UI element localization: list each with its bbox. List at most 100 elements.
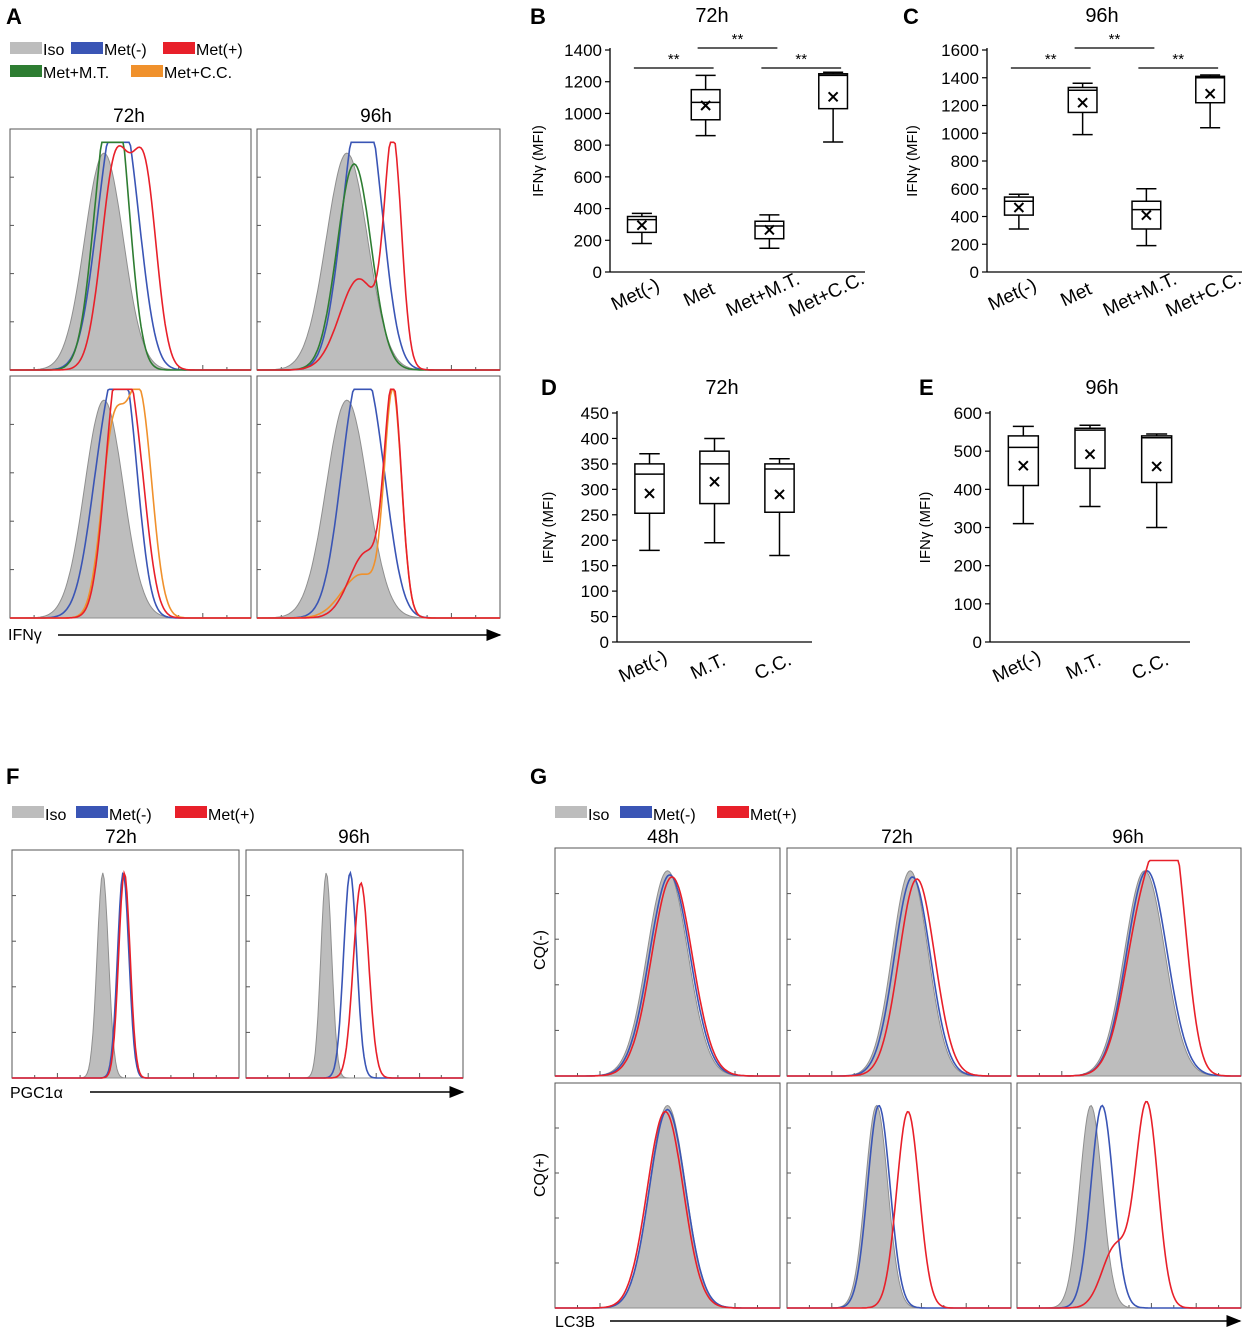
y-tick-label: 100 <box>954 595 982 614</box>
y-tick-label: 200 <box>581 531 609 550</box>
y-tick-label: 350 <box>581 455 609 474</box>
y-tick-label: 600 <box>951 180 979 199</box>
panel-f-col-title-72h: 72h <box>105 827 137 848</box>
legend-label-met-cc: Met+C.C. <box>164 65 232 82</box>
mean-marker <box>709 476 720 487</box>
histogram-met-line <box>1017 859 1241 1077</box>
panel-g-col-title-48h: 48h <box>647 827 679 848</box>
histogram-panel <box>11 849 240 1079</box>
histogram-met-line <box>787 1110 1011 1309</box>
box-met-m-t- <box>1131 188 1162 247</box>
mean-marker <box>1204 88 1216 99</box>
legend-swatch-iso <box>10 42 42 54</box>
y-tick-label: 300 <box>581 480 609 499</box>
chart-title: 72h <box>705 377 738 399</box>
box-met- <box>634 452 665 552</box>
histogram-met-line <box>10 388 251 619</box>
category-label: Met+C.C. <box>1163 268 1245 321</box>
box-met- <box>1003 193 1034 230</box>
legend-swatch-met-cc <box>131 65 163 77</box>
panel-a-col-title-96h: 96h <box>360 106 392 127</box>
box-met-m-t- <box>754 214 785 249</box>
histogram-panel <box>9 375 252 619</box>
panel-letter-b: B <box>530 4 546 29</box>
y-tick-label: 0 <box>970 263 979 282</box>
panel-f-col-title-96h: 96h <box>338 827 370 848</box>
box-iqr <box>818 73 849 110</box>
y-tick-label: 450 <box>581 404 609 423</box>
y-tick-label: 200 <box>574 231 602 250</box>
y-tick-label: 50 <box>590 608 609 627</box>
mean-marker <box>827 91 839 102</box>
panel-letter-f: F <box>6 764 19 789</box>
histogram-panel <box>786 847 1012 1077</box>
box-c-c- <box>1140 433 1173 529</box>
panel-g-row-label-cq-neg: CQ(-) <box>532 930 549 970</box>
legend-swatch-met-neg <box>620 806 652 818</box>
box-iqr <box>1140 435 1173 484</box>
histogram-frame <box>786 1082 1012 1309</box>
mean-marker <box>1018 460 1029 471</box>
significance-label: ** <box>668 51 680 68</box>
y-tick-label: 1200 <box>941 97 979 116</box>
box-iqr <box>699 450 730 505</box>
y-tick-label: 1600 <box>941 41 979 60</box>
box-met-c-c- <box>1195 74 1226 129</box>
legend-label-iso: Iso <box>43 42 64 59</box>
category-label: Met+C.C. <box>786 268 868 321</box>
legend-label-met-neg: Met(-) <box>653 807 696 824</box>
box-met <box>1067 82 1098 136</box>
panel-g-axis-label: LC3B <box>555 1314 595 1331</box>
panel-a-col-title-72h: 72h <box>113 106 145 127</box>
mean-marker <box>1151 461 1162 472</box>
y-axis-label: IFNγ (MFI) <box>904 125 921 197</box>
y-tick-label: 800 <box>574 136 602 155</box>
panel-letter-e: E <box>919 375 934 400</box>
histogram-panel <box>245 849 464 1079</box>
significance-label: ** <box>1109 31 1121 48</box>
histogram-panel <box>9 128 252 371</box>
box-met <box>690 74 721 137</box>
category-label: M.T. <box>687 650 728 684</box>
y-tick-label: 0 <box>973 633 982 652</box>
y-tick-label: 250 <box>581 506 609 525</box>
y-tick-label: 600 <box>574 168 602 187</box>
legend-label-met-mt: Met+M.T. <box>43 65 109 82</box>
histogram-panel <box>1016 847 1242 1077</box>
box-iqr <box>1195 75 1226 104</box>
significance-label: ** <box>732 31 744 48</box>
y-axis-label: IFNγ (MFI) <box>540 492 557 564</box>
panel-d-boxplot: 72h IFNγ (MFI) 0 50 100 150 200 250 300 350 400 450… <box>540 377 812 687</box>
box-met- <box>1007 425 1040 525</box>
panel-b-boxplot: 72h IFNγ (MFI) 0 200 400 600 800 1000 1200 1400 Me… <box>530 5 868 322</box>
y-tick-label: 0 <box>593 263 602 282</box>
histogram-panel <box>1016 1082 1242 1309</box>
panel-a-legend: Iso Met(-) Met(+) Met+M.T. Met+C.C. <box>10 42 243 82</box>
y-tick-label: 400 <box>954 480 982 499</box>
y-tick-label: 500 <box>954 442 982 461</box>
histogram-met-line <box>12 869 239 1079</box>
y-tick-label: 1000 <box>941 124 979 143</box>
legend-swatch-iso <box>12 806 44 818</box>
box-met- <box>626 212 657 245</box>
chart-title: 72h <box>695 5 728 27</box>
panel-a-axis-label: IFNγ <box>8 627 42 644</box>
mean-marker <box>1141 209 1152 221</box>
histogram-panel <box>256 375 501 619</box>
box-met-c-c- <box>818 71 849 143</box>
legend-swatch-met-neg <box>76 806 108 818</box>
significance-label: ** <box>1172 51 1184 68</box>
category-label: Met(-) <box>616 647 671 687</box>
category-label: Met(-) <box>990 647 1045 687</box>
mean-marker <box>1013 202 1025 213</box>
y-axis-label: IFNγ (MFI) <box>530 125 547 197</box>
category-label: C.C. <box>1129 649 1172 684</box>
panel-a-histograms <box>9 128 501 619</box>
panel-letter-c: C <box>903 4 919 29</box>
legend-swatch-met-pos <box>717 806 749 818</box>
box-iqr <box>1007 435 1040 487</box>
chart-title: 96h <box>1085 377 1118 399</box>
histogram-met-line <box>246 881 463 1079</box>
legend-label-met-pos: Met(+) <box>196 42 243 59</box>
